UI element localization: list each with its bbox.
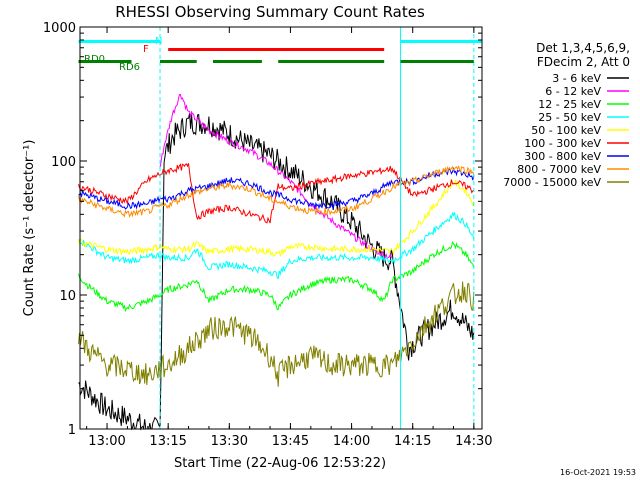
x-tick-label-1: 13:15 [149,434,186,449]
legend-label-3: 25 - 50 keV [538,111,601,124]
plot-frame [79,26,483,430]
flag-bar-rd-0 [78,60,132,63]
legend-label-2: 12 - 25 keV [538,98,601,111]
flag-bar-rd-2 [213,60,262,63]
legend-label-4: 50 - 100 keV [531,124,601,137]
x-tick-label-2: 13:30 [211,434,248,449]
series-line-6 [78,166,475,210]
x-tick-label-3: 13:45 [272,434,309,449]
x-tick-label-6: 14:30 [455,434,492,449]
flag-label-rd6: RD6 [119,62,140,73]
flag-label-rd0: RD0 [84,54,105,65]
flag-bar-rd-4 [400,60,474,63]
flag-bar-rd-1 [160,60,197,63]
plot-area: NF RD0 RD6 [78,27,482,431]
series-line-7 [78,165,475,218]
flag-bar-n-1 [400,40,482,43]
legend-header-line-2: FDecim 2, Att 0 [537,55,630,69]
legend-label-7: 800 - 7000 keV [517,163,601,176]
flag-bar-n-0 [78,40,161,43]
series-line-0 [78,113,475,431]
legend-header-line-1: Det 1,3,4,5,6,9, [536,41,630,55]
y-tick-label-0: 1 [68,423,76,438]
legend-label-0: 3 - 6 keV [552,72,601,85]
series-line-3 [78,211,475,280]
series-line-1 [159,94,393,260]
y-axis-label: Count Rate (s⁻¹ detector⁻¹) [22,140,37,317]
flag-bar-f-0 [168,48,385,51]
footer-timestamp: 16-Oct-2021 19:53 [560,468,636,477]
legend-label-5: 100 - 300 keV [524,137,601,150]
x-tick-label-5: 14:15 [394,434,431,449]
legend-label-6: 300 - 800 keV [524,150,601,163]
axis-ticks: 13:00 13:15 13:30 13:45 14:00 14:15 14:30 1 10 10… [43,21,493,449]
chart-title: RHESSI Observing Summary Count Rates [115,3,425,21]
x-tick-label-4: 14:00 [333,434,370,449]
flag-label-f: F [143,44,149,55]
series-line-8 [78,281,475,387]
legend-label-1: 6 - 12 keV [545,85,601,98]
series-line-4 [78,179,475,258]
x-tick-label-0: 13:00 [88,434,125,449]
y-tick-label-3: 1000 [43,21,76,36]
y-tick-label-2: 100 [51,155,76,170]
flag-label-n: N [155,36,162,47]
x-axis-label: Start Time (22-Aug-06 12:53:22) [174,456,386,471]
legend: Det 1,3,4,5,6,9, FDecim 2, Att 0 3 - 6 k… [503,41,630,189]
series-line-5 [78,163,475,224]
y-tick-label-1: 10 [59,289,76,304]
flag-bar-rd-3 [278,60,385,63]
legend-label-8: 7000 - 15000 keV [503,176,601,189]
series-line-2 [78,240,475,312]
